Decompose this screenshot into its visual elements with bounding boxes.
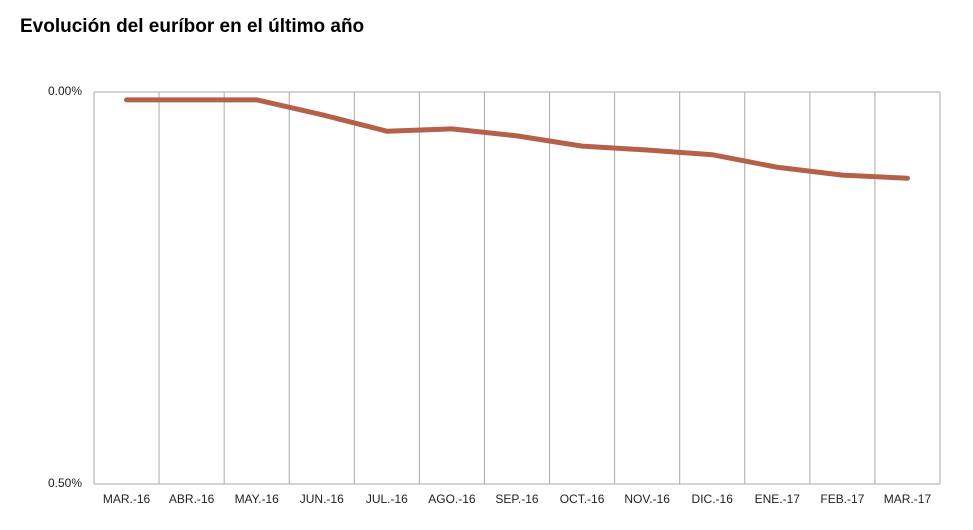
x-tick-label: OCT.-16 — [560, 492, 605, 506]
data-line — [124, 97, 910, 181]
y-tick-label: 0.00% — [48, 84, 82, 98]
x-tick-label: MAY.-16 — [235, 492, 280, 506]
x-tick-label: JUL.-16 — [366, 492, 408, 506]
x-tick-label: AGO.-16 — [428, 492, 476, 506]
x-tick-label: ABR.-16 — [169, 492, 215, 506]
x-tick-label: MAR.-16 — [103, 492, 151, 506]
x-tick-label: ENE.-17 — [755, 492, 801, 506]
y-tick-label: 0.50% — [48, 476, 82, 490]
x-tick-label: MAR.-17 — [884, 492, 932, 506]
x-tick-label: FEB.-17 — [820, 492, 864, 506]
x-tick-label: JUN.-16 — [300, 492, 344, 506]
x-tick-label: SEP.-16 — [495, 492, 538, 506]
chart-title: Evolución del euríbor en el último año — [20, 16, 364, 37]
x-tick-label: DIC.-16 — [692, 492, 734, 506]
x-tick-label: NOV.-16 — [624, 492, 670, 506]
